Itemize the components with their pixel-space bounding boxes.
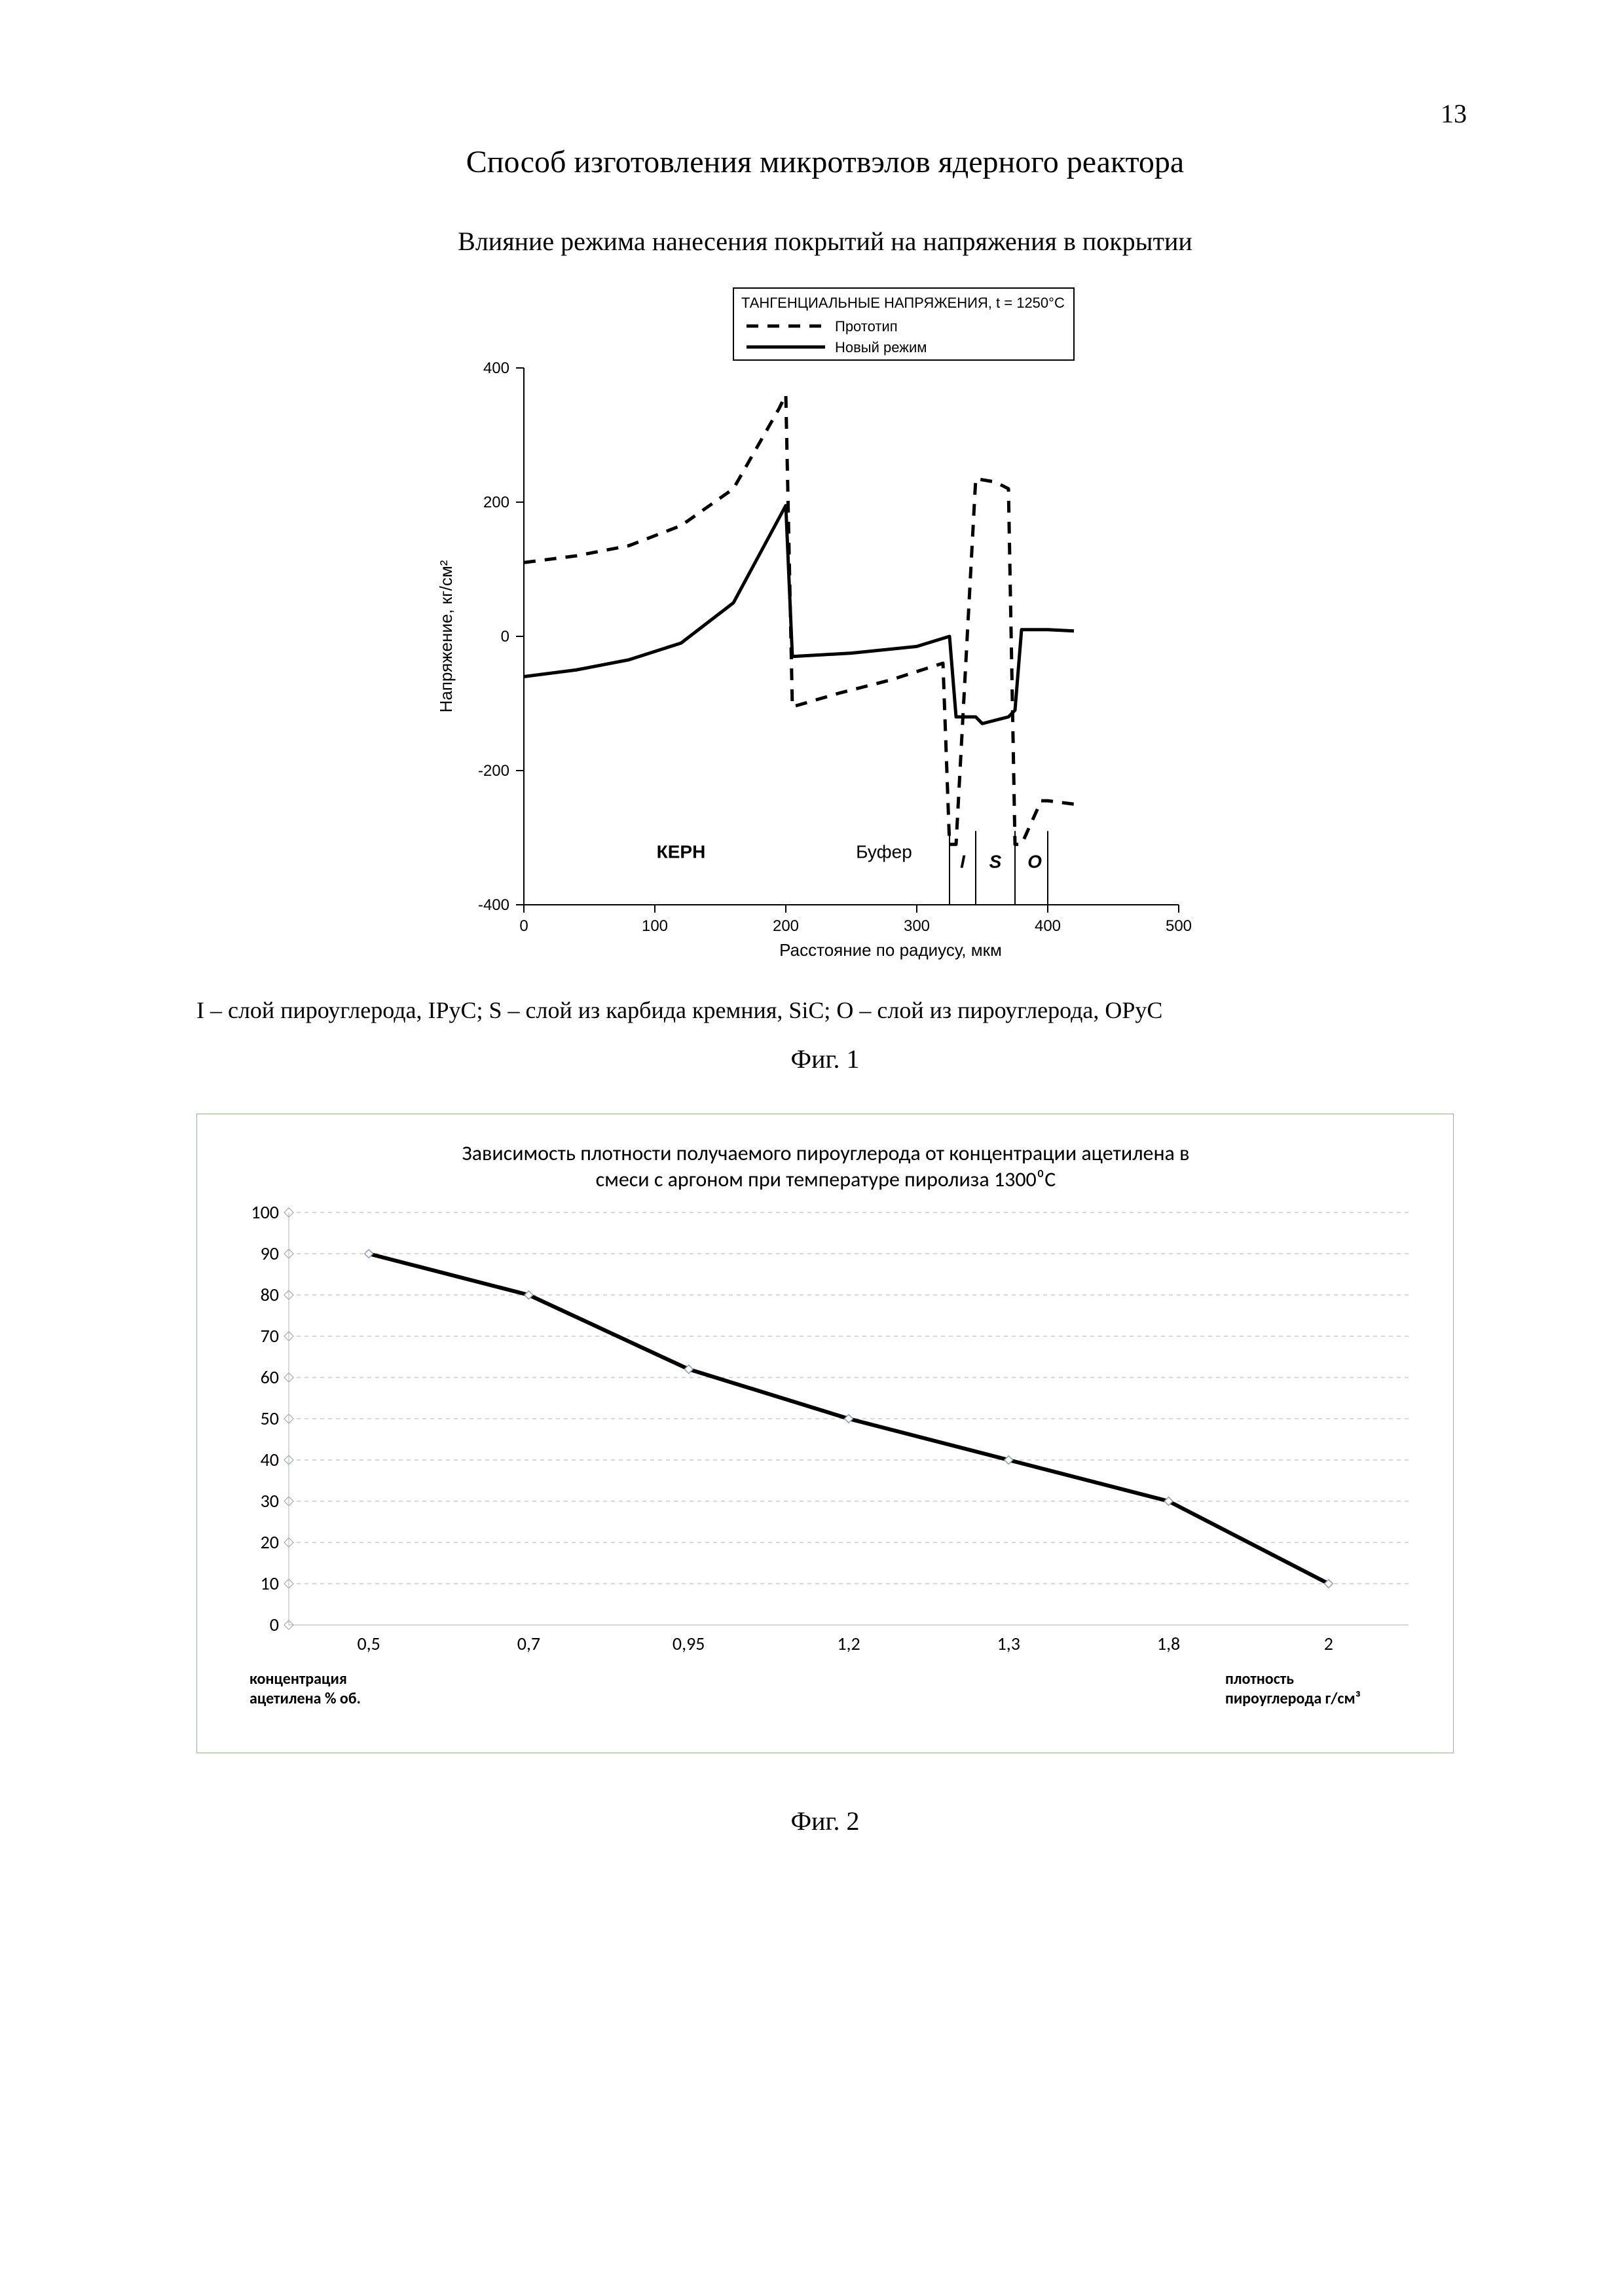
- svg-text:O: O: [1027, 852, 1042, 872]
- fig2-frame: Зависимость плотности получаемого пироуг…: [196, 1114, 1454, 1753]
- svg-text:40: 40: [261, 1448, 279, 1471]
- fig1-label: Фиг. 1: [196, 1044, 1454, 1074]
- svg-text:0,5: 0,5: [357, 1632, 380, 1655]
- svg-text:1,8: 1,8: [1157, 1632, 1180, 1655]
- page: 13 Способ изготовления микротвэлов ядерн…: [0, 0, 1624, 2296]
- fig1-legend-caption: I – слой пироуглерода, IPyC; S – слой из…: [196, 996, 1454, 1024]
- svg-text:плотность: плотность: [1225, 1669, 1294, 1688]
- svg-text:100: 100: [642, 917, 668, 935]
- svg-text:90: 90: [261, 1242, 279, 1265]
- svg-text:КЕРН: КЕРН: [657, 841, 706, 862]
- svg-text:10: 10: [261, 1572, 279, 1595]
- fig2-label: Фиг. 2: [196, 1806, 1454, 1836]
- svg-text:500: 500: [1166, 917, 1192, 935]
- document-title: Способ изготовления микротвэлов ядерного…: [196, 144, 1454, 180]
- svg-text:Буфер: Буфер: [856, 841, 912, 862]
- svg-text:0,95: 0,95: [673, 1632, 705, 1655]
- svg-text:2: 2: [1324, 1632, 1333, 1655]
- svg-text:Расстояние по радиусу, мкм: Расстояние по радиусу, мкм: [779, 940, 1002, 960]
- svg-text:пироуглерода г/см³: пироуглерода г/см³: [1225, 1689, 1361, 1708]
- svg-text:70: 70: [261, 1324, 279, 1347]
- svg-text:ацетилена % об.: ацетилена % об.: [249, 1689, 361, 1708]
- svg-text:400: 400: [1035, 917, 1061, 935]
- svg-text:60: 60: [261, 1366, 279, 1389]
- svg-text:Прототип: Прототип: [835, 318, 898, 335]
- svg-text:0: 0: [501, 628, 509, 646]
- fig2-chart: Зависимость плотности получаемого пироуг…: [217, 1134, 1435, 1723]
- svg-text:I: I: [960, 852, 966, 872]
- svg-text:ТАНГЕНЦИАЛЬНЫЕ НАПРЯЖЕНИЯ, t =: ТАНГЕНЦИАЛЬНЫЕ НАПРЯЖЕНИЯ, t = 1250°C: [741, 295, 1065, 311]
- svg-text:0: 0: [519, 917, 528, 935]
- svg-text:Зависимость плотности получаем: Зависимость плотности получаемого пироуг…: [462, 1140, 1190, 1166]
- svg-text:1,3: 1,3: [997, 1632, 1020, 1655]
- svg-text:смеси с аргоном при температур: смеси с аргоном при температуре пиролиза…: [596, 1167, 1056, 1192]
- svg-text:0: 0: [270, 1613, 279, 1636]
- svg-text:300: 300: [904, 917, 930, 935]
- svg-text:200: 200: [773, 917, 799, 935]
- svg-text:100: 100: [251, 1201, 279, 1224]
- page-number: 13: [1441, 98, 1467, 129]
- fig1-chart: -400 -200 0 200 400 0 100 200 300 400 500 Расстояни…: [413, 283, 1238, 964]
- svg-text:-400: -400: [478, 896, 509, 914]
- fig1-chart-container: -400 -200 0 200 400 0 100 200 300 400 500 Расстояни…: [196, 283, 1454, 964]
- svg-text:Новый режим: Новый режим: [835, 339, 927, 355]
- svg-text:концентрация: концентрация: [249, 1669, 347, 1688]
- svg-text:-200: -200: [478, 762, 509, 780]
- svg-text:80: 80: [261, 1283, 279, 1306]
- svg-text:0,7: 0,7: [517, 1632, 540, 1655]
- svg-text:200: 200: [483, 494, 509, 511]
- svg-text:400: 400: [483, 359, 509, 377]
- svg-text:S: S: [989, 852, 1002, 872]
- svg-text:Напряжение, кг/см²: Напряжение, кг/см²: [436, 560, 456, 712]
- svg-text:30: 30: [261, 1489, 279, 1512]
- fig1-subtitle: Влияние режима нанесения покрытий на нап…: [196, 226, 1454, 257]
- svg-text:50: 50: [261, 1407, 279, 1430]
- svg-text:20: 20: [261, 1531, 279, 1554]
- svg-text:1,2: 1,2: [837, 1632, 860, 1655]
